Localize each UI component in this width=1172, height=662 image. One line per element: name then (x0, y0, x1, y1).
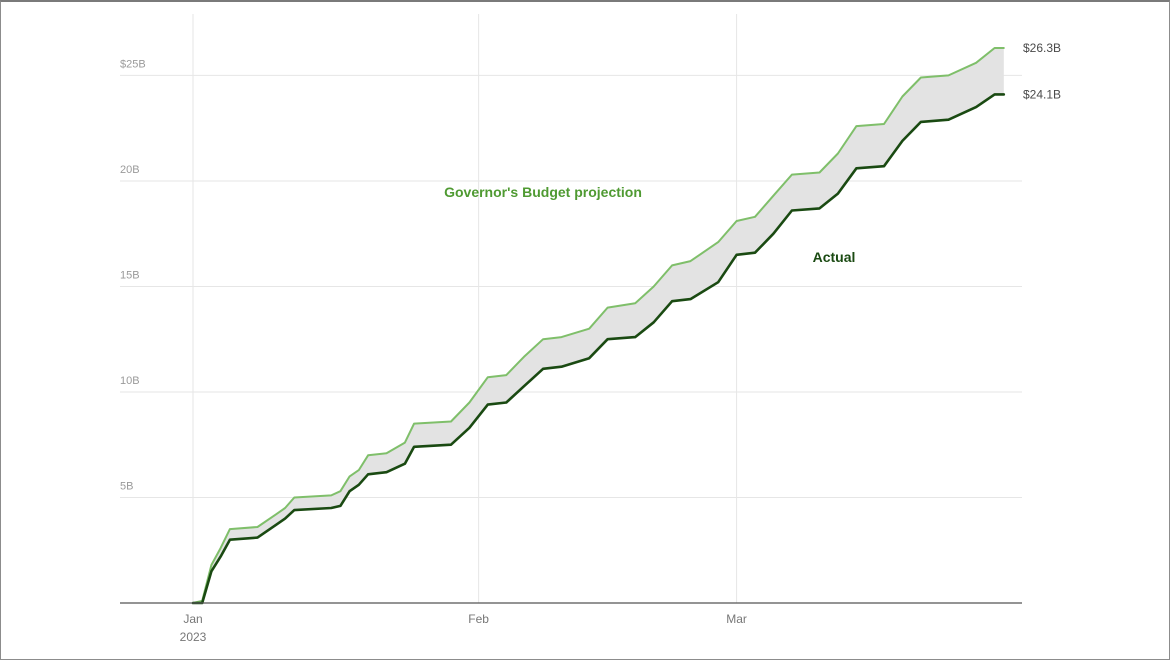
projection-end-label: $26.3B (1023, 41, 1061, 55)
y-tick-label: 20B (120, 164, 140, 176)
actual-annotation: Actual (813, 249, 856, 265)
end-labels: $26.3B $24.1B (1023, 41, 1061, 101)
x-axis-ticks: Jan 2023 Feb Mar (180, 612, 747, 644)
grid-lines (120, 14, 1022, 603)
gap-band (193, 48, 1004, 603)
projection-line (192, 47, 1005, 604)
actual-line (191, 93, 1006, 605)
y-tick-label: 10B (120, 375, 140, 387)
x-tick-label: Mar (726, 612, 747, 626)
x-tick-label: Jan (183, 612, 202, 626)
series-lines (191, 47, 1006, 605)
y-tick-label: $25B (120, 58, 146, 70)
y-tick-label: 15B (120, 269, 140, 281)
actual-end-label: $24.1B (1023, 87, 1061, 101)
y-axis-ticks: 5B 10B 15B 20B $25B (120, 58, 146, 492)
projection-annotation: Governor's Budget projection (444, 184, 642, 200)
x-tick-label: Feb (468, 612, 489, 626)
y-tick-label: 5B (120, 480, 133, 492)
x-tick-sublabel: 2023 (180, 630, 207, 644)
